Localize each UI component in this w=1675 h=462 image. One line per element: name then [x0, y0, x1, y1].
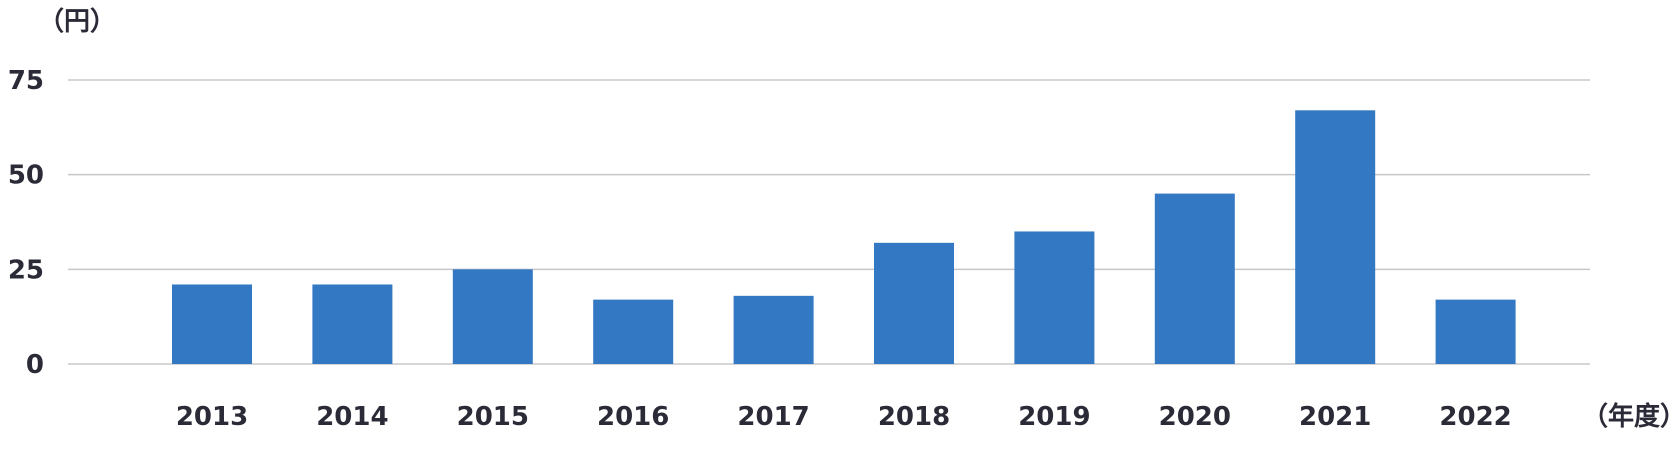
bar-2013 [172, 284, 252, 364]
y-tick-label: 25 [8, 255, 44, 285]
x-axis-unit-label: （年度） [1582, 401, 1675, 432]
x-tick-label: 2021 [1299, 402, 1371, 432]
x-tick-label: 2015 [457, 402, 529, 432]
y-axis-unit-label: （円） [38, 7, 116, 37]
x-tick-label: 2017 [737, 402, 809, 432]
bar-2015 [452, 269, 533, 364]
x-tick-label: 2016 [597, 402, 669, 432]
x-tick-label: 2022 [1439, 402, 1511, 432]
x-axis-ticks: 2013 2014 2015 2016 2017 2018 2019 2020 2021 2022 [176, 402, 1512, 432]
bar-2018 [874, 242, 954, 364]
x-tick-label: 2014 [316, 402, 388, 432]
bar-2016 [593, 299, 674, 364]
bar-2022 [1435, 299, 1516, 364]
bar-2014 [312, 284, 393, 364]
y-axis-ticks: 0 25 50 75 [8, 66, 44, 380]
x-tick-label: 2019 [1018, 402, 1090, 432]
y-tick-label: 75 [8, 66, 44, 96]
y-tick-label: 50 [8, 161, 44, 191]
y-tick-label: 0 [26, 350, 44, 380]
x-tick-label: 2013 [176, 402, 248, 432]
x-tick-label: 2020 [1159, 402, 1231, 432]
bar-2021 [1295, 110, 1376, 364]
bar-2020 [1154, 193, 1235, 364]
bar-2017 [733, 295, 814, 364]
x-tick-label: 2018 [878, 402, 950, 432]
bars [172, 110, 1516, 364]
bar-2019 [1014, 231, 1095, 364]
